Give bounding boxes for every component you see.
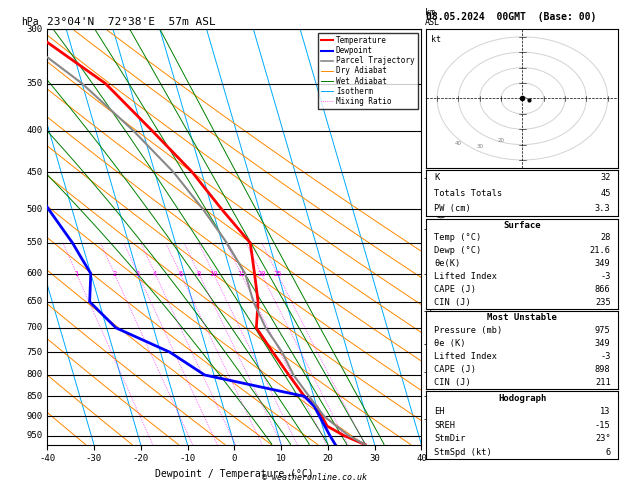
Text: Surface: Surface (504, 221, 541, 229)
Text: -7: -7 (422, 226, 432, 234)
Text: -3: -3 (422, 368, 432, 377)
Text: 400: 400 (26, 126, 42, 135)
Text: 235: 235 (595, 298, 611, 307)
Text: PW (cm): PW (cm) (434, 204, 471, 213)
Text: hPa: hPa (21, 17, 38, 27)
Text: 20: 20 (257, 271, 265, 277)
Text: 349: 349 (595, 259, 611, 268)
Text: 08.05.2024  00GMT  (Base: 00): 08.05.2024 00GMT (Base: 00) (426, 12, 597, 22)
Text: 600: 600 (26, 269, 42, 278)
Text: 350: 350 (26, 79, 42, 88)
Text: Lifted Index: Lifted Index (434, 352, 497, 361)
Text: 13: 13 (600, 407, 611, 416)
Text: LCL: LCL (422, 415, 442, 424)
Text: -6: -6 (422, 270, 432, 278)
Text: 1: 1 (74, 271, 79, 277)
Text: 950: 950 (26, 431, 42, 440)
Text: 850: 850 (26, 392, 42, 401)
Text: CIN (J): CIN (J) (434, 298, 471, 307)
Text: 866: 866 (595, 285, 611, 294)
Text: 4: 4 (153, 271, 157, 277)
Text: 6: 6 (605, 448, 611, 457)
Text: 900: 900 (26, 412, 42, 421)
Text: SREH: SREH (434, 421, 455, 430)
Text: CAPE (J): CAPE (J) (434, 365, 476, 374)
Text: -3: -3 (600, 272, 611, 281)
Text: 15: 15 (237, 271, 245, 277)
Text: 975: 975 (595, 326, 611, 335)
Text: -5: -5 (422, 308, 432, 316)
Text: 300: 300 (26, 25, 42, 34)
Text: 20: 20 (498, 138, 504, 142)
Text: 550: 550 (26, 238, 42, 247)
Text: Lifted Index: Lifted Index (434, 272, 497, 281)
Text: 28: 28 (600, 233, 611, 243)
Text: © weatheronline.co.uk: © weatheronline.co.uk (262, 473, 367, 482)
Legend: Temperature, Dewpoint, Parcel Trajectory, Dry Adiabat, Wet Adiabat, Isotherm, Mi: Temperature, Dewpoint, Parcel Trajectory… (318, 33, 418, 109)
Text: 650: 650 (26, 297, 42, 306)
Text: 349: 349 (595, 339, 611, 348)
Text: 3.3: 3.3 (595, 204, 611, 213)
Text: K: K (434, 174, 440, 182)
Text: θe (K): θe (K) (434, 339, 465, 348)
Text: Dewp (°C): Dewp (°C) (434, 246, 481, 255)
Text: EH: EH (434, 407, 445, 416)
Text: Temp (°C): Temp (°C) (434, 233, 481, 243)
Text: 21.6: 21.6 (589, 246, 611, 255)
Text: 45: 45 (600, 189, 611, 198)
Text: Totals Totals: Totals Totals (434, 189, 503, 198)
Text: Mixing Ratio (g/kg): Mixing Ratio (g/kg) (438, 190, 447, 284)
Text: 898: 898 (595, 365, 611, 374)
Text: 750: 750 (26, 347, 42, 357)
Text: 10: 10 (209, 271, 218, 277)
Text: 30: 30 (476, 144, 483, 149)
Text: 2: 2 (112, 271, 116, 277)
Text: -3: -3 (600, 352, 611, 361)
Text: -8: -8 (422, 174, 432, 183)
Text: 40: 40 (455, 140, 462, 146)
Text: 500: 500 (26, 205, 42, 214)
Text: 700: 700 (26, 323, 42, 332)
Text: 23°04'N  72°38'E  57m ASL: 23°04'N 72°38'E 57m ASL (47, 17, 216, 27)
Text: 450: 450 (26, 168, 42, 176)
Text: -15: -15 (595, 421, 611, 430)
Text: Hodograph: Hodograph (498, 394, 547, 402)
Text: 211: 211 (595, 378, 611, 387)
Text: StmSpd (kt): StmSpd (kt) (434, 448, 492, 457)
Text: θe(K): θe(K) (434, 259, 460, 268)
Text: 3: 3 (136, 271, 140, 277)
Text: 32: 32 (600, 174, 611, 182)
Text: Most Unstable: Most Unstable (487, 313, 557, 322)
Text: StmDir: StmDir (434, 434, 465, 443)
Text: Pressure (mb): Pressure (mb) (434, 326, 503, 335)
Text: CAPE (J): CAPE (J) (434, 285, 476, 294)
X-axis label: Dewpoint / Temperature (°C): Dewpoint / Temperature (°C) (155, 469, 314, 479)
Text: kt: kt (431, 35, 441, 44)
Text: 800: 800 (26, 370, 42, 380)
Text: -4: -4 (422, 340, 432, 348)
Text: 25: 25 (273, 271, 282, 277)
Text: -1: -1 (422, 415, 432, 424)
Text: 6: 6 (178, 271, 182, 277)
Text: CIN (J): CIN (J) (434, 378, 471, 387)
Text: 8: 8 (197, 271, 201, 277)
Text: km
ASL: km ASL (425, 8, 440, 27)
Text: 23°: 23° (595, 434, 611, 443)
Text: -2: -2 (422, 392, 432, 401)
